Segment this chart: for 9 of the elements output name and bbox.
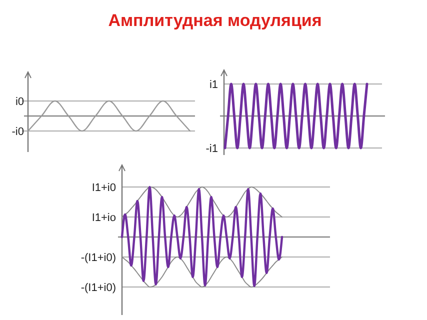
ref-line-label: -i0 — [12, 126, 24, 138]
ref-line-label: i0 — [15, 96, 24, 108]
ref-line-label: i1 — [209, 78, 218, 91]
ref-line-label: -(I1+i0) — [80, 282, 116, 294]
ref-line-label: -(I1+i0) — [80, 252, 116, 264]
chart-title: Амплитудная модуляция — [108, 11, 322, 30]
ref-line-label: I1+i0 — [92, 182, 116, 194]
ref-line-label: -i1 — [206, 142, 218, 155]
ref-line-label: I1+io — [92, 212, 116, 224]
